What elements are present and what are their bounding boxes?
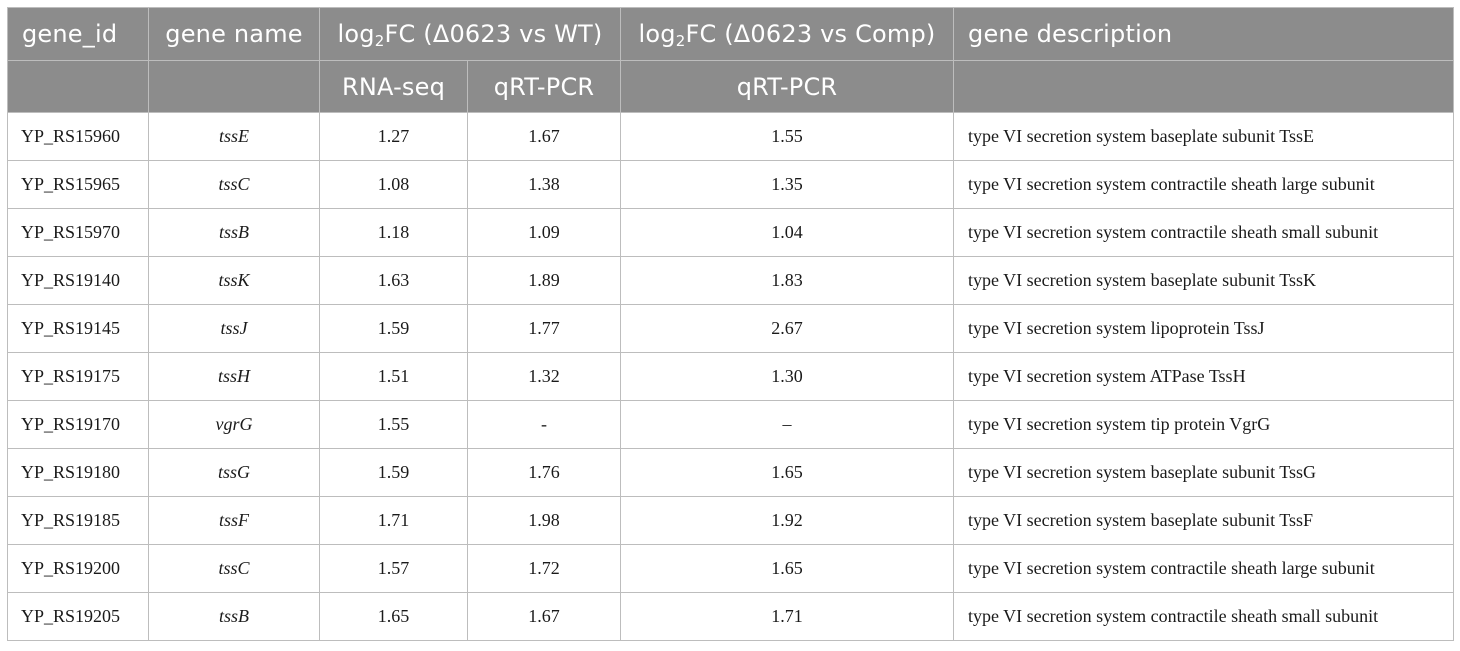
header-gene-name: gene name — [148, 7, 320, 61]
table-row: YP_RS19175 tssH 1.51 1.32 1.30 type VI s… — [7, 352, 1455, 401]
header-log2fc-vs-comp: log2FC (Δ0623 vs Comp) — [620, 7, 955, 61]
table-row: YP_RS19205 tssB 1.65 1.67 1.71 type VI s… — [7, 592, 1455, 641]
gene-description-cell: type VI secretion system ATPase TssH — [953, 352, 1455, 401]
qrt-pcr-comp-cell: 1.65 — [620, 544, 955, 593]
header-log2fc-vs-comp-subscript: 2 — [675, 32, 686, 50]
qrt-pcr-comp-cell: 1.55 — [620, 112, 955, 161]
header-row-1: gene_id gene name log2FC (Δ0623 vs WT) l… — [7, 7, 1455, 61]
gene-description-cell: type VI secretion system baseplate subun… — [953, 256, 1455, 305]
rna-seq-cell: 1.27 — [319, 112, 468, 161]
rna-seq-cell: 1.18 — [319, 208, 468, 257]
rna-seq-cell: 1.65 — [319, 592, 468, 641]
gene-description-cell: type VI secretion system baseplate subun… — [953, 496, 1455, 545]
gene-id-cell: YP_RS15960 — [7, 112, 149, 161]
qrt-pcr-comp-cell: 2.67 — [620, 304, 955, 353]
rna-seq-cell: 1.59 — [319, 304, 468, 353]
gene-name-cell: tssG — [148, 448, 320, 497]
qrt-pcr-wt-cell: 1.09 — [466, 208, 622, 257]
subheader-rna-seq: RNA-seq — [319, 60, 468, 113]
rna-seq-cell: 1.08 — [319, 160, 468, 209]
qrt-pcr-comp-cell: – — [620, 400, 955, 449]
gene-id-cell: YP_RS19200 — [7, 544, 149, 593]
qrt-pcr-wt-cell: 1.38 — [466, 160, 622, 209]
header-gene-id: gene_id — [7, 7, 149, 61]
gene-id-cell: YP_RS19145 — [7, 304, 149, 353]
qrt-pcr-comp-cell: 1.30 — [620, 352, 955, 401]
header-empty-cell — [7, 60, 149, 113]
qrt-pcr-comp-cell: 1.65 — [620, 448, 955, 497]
header-log2fc-vs-wt: log2FC (Δ0623 vs WT) — [318, 7, 622, 61]
gene-description-cell: type VI secretion system lipoprotein Tss… — [953, 304, 1455, 353]
table-row: YP_RS15965 tssC 1.08 1.38 1.35 type VI s… — [7, 160, 1455, 209]
gene-name-cell: tssE — [148, 112, 320, 161]
rna-seq-cell: 1.55 — [319, 400, 468, 449]
table-header: gene_id gene name log2FC (Δ0623 vs WT) l… — [7, 7, 1455, 113]
gene-id-cell: YP_RS19140 — [7, 256, 149, 305]
table-row: YP_RS15970 tssB 1.18 1.09 1.04 type VI s… — [7, 208, 1455, 257]
qrt-pcr-comp-cell: 1.04 — [620, 208, 955, 257]
gene-description-cell: type VI secretion system contractile she… — [953, 544, 1455, 593]
header-log2fc-vs-wt-subscript: 2 — [374, 32, 385, 50]
table-row: YP_RS19170 vgrG 1.55 - – type VI secreti… — [7, 400, 1455, 449]
gene-expression-table: gene_id gene name log2FC (Δ0623 vs WT) l… — [7, 7, 1455, 641]
table-row: YP_RS19180 tssG 1.59 1.76 1.65 type VI s… — [7, 448, 1455, 497]
gene-id-cell: YP_RS19170 — [7, 400, 149, 449]
qrt-pcr-wt-cell: 1.89 — [466, 256, 622, 305]
gene-name-cell: tssC — [148, 160, 320, 209]
gene-description-cell: type VI secretion system baseplate subun… — [953, 448, 1455, 497]
gene-id-cell: YP_RS15970 — [7, 208, 149, 257]
header-gene-description: gene description — [953, 7, 1455, 61]
gene-description-cell: type VI secretion system contractile she… — [953, 160, 1455, 209]
gene-name-cell: vgrG — [148, 400, 320, 449]
qrt-pcr-comp-cell: 1.83 — [620, 256, 955, 305]
gene-name-cell: tssK — [148, 256, 320, 305]
qrt-pcr-wt-cell: 1.67 — [466, 592, 622, 641]
gene-description-cell: type VI secretion system contractile she… — [953, 208, 1455, 257]
header-row-2: RNA-seq qRT-PCR qRT-PCR — [7, 60, 1455, 113]
gene-id-cell: YP_RS19175 — [7, 352, 149, 401]
gene-name-cell: tssF — [148, 496, 320, 545]
gene-name-cell: tssB — [148, 208, 320, 257]
rna-seq-cell: 1.59 — [319, 448, 468, 497]
header-empty-cell — [953, 60, 1455, 113]
header-log2fc-vs-comp-suffix: FC (Δ0623 vs Comp) — [685, 20, 936, 48]
qrt-pcr-wt-cell: 1.77 — [466, 304, 622, 353]
table-row: YP_RS19185 tssF 1.71 1.98 1.92 type VI s… — [7, 496, 1455, 545]
gene-name-cell: tssB — [148, 592, 320, 641]
table-body: YP_RS15960 tssE 1.27 1.67 1.55 type VI s… — [7, 112, 1455, 641]
qrt-pcr-wt-cell: - — [466, 400, 622, 449]
table-row: YP_RS19140 tssK 1.63 1.89 1.83 type VI s… — [7, 256, 1455, 305]
gene-id-cell: YP_RS19205 — [7, 592, 149, 641]
gene-id-cell: YP_RS19185 — [7, 496, 149, 545]
qrt-pcr-wt-cell: 1.32 — [466, 352, 622, 401]
gene-id-cell: YP_RS19180 — [7, 448, 149, 497]
header-empty-cell — [148, 60, 320, 113]
subheader-qrt-pcr-comp: qRT-PCR — [620, 60, 955, 113]
qrt-pcr-wt-cell: 1.76 — [466, 448, 622, 497]
header-log2fc-vs-comp-prefix: log — [638, 20, 676, 48]
rna-seq-cell: 1.57 — [319, 544, 468, 593]
gene-description-cell: type VI secretion system tip protein Vgr… — [953, 400, 1455, 449]
gene-name-cell: tssH — [148, 352, 320, 401]
qrt-pcr-wt-cell: 1.98 — [466, 496, 622, 545]
gene-id-cell: YP_RS15965 — [7, 160, 149, 209]
table-row: YP_RS19145 tssJ 1.59 1.77 2.67 type VI s… — [7, 304, 1455, 353]
rna-seq-cell: 1.51 — [319, 352, 468, 401]
table-row: YP_RS19200 tssC 1.57 1.72 1.65 type VI s… — [7, 544, 1455, 593]
qrt-pcr-wt-cell: 1.67 — [466, 112, 622, 161]
subheader-qrt-pcr-wt: qRT-PCR — [466, 60, 622, 113]
header-log2fc-vs-wt-suffix: FC (Δ0623 vs WT) — [384, 20, 603, 48]
rna-seq-cell: 1.63 — [319, 256, 468, 305]
header-log2fc-vs-wt-prefix: log — [337, 20, 375, 48]
gene-description-cell: type VI secretion system contractile she… — [953, 592, 1455, 641]
table-row: YP_RS15960 tssE 1.27 1.67 1.55 type VI s… — [7, 112, 1455, 161]
qrt-pcr-comp-cell: 1.35 — [620, 160, 955, 209]
gene-description-cell: type VI secretion system baseplate subun… — [953, 112, 1455, 161]
qrt-pcr-comp-cell: 1.92 — [620, 496, 955, 545]
rna-seq-cell: 1.71 — [319, 496, 468, 545]
qrt-pcr-comp-cell: 1.71 — [620, 592, 955, 641]
qrt-pcr-wt-cell: 1.72 — [466, 544, 622, 593]
gene-name-cell: tssC — [148, 544, 320, 593]
gene-name-cell: tssJ — [148, 304, 320, 353]
